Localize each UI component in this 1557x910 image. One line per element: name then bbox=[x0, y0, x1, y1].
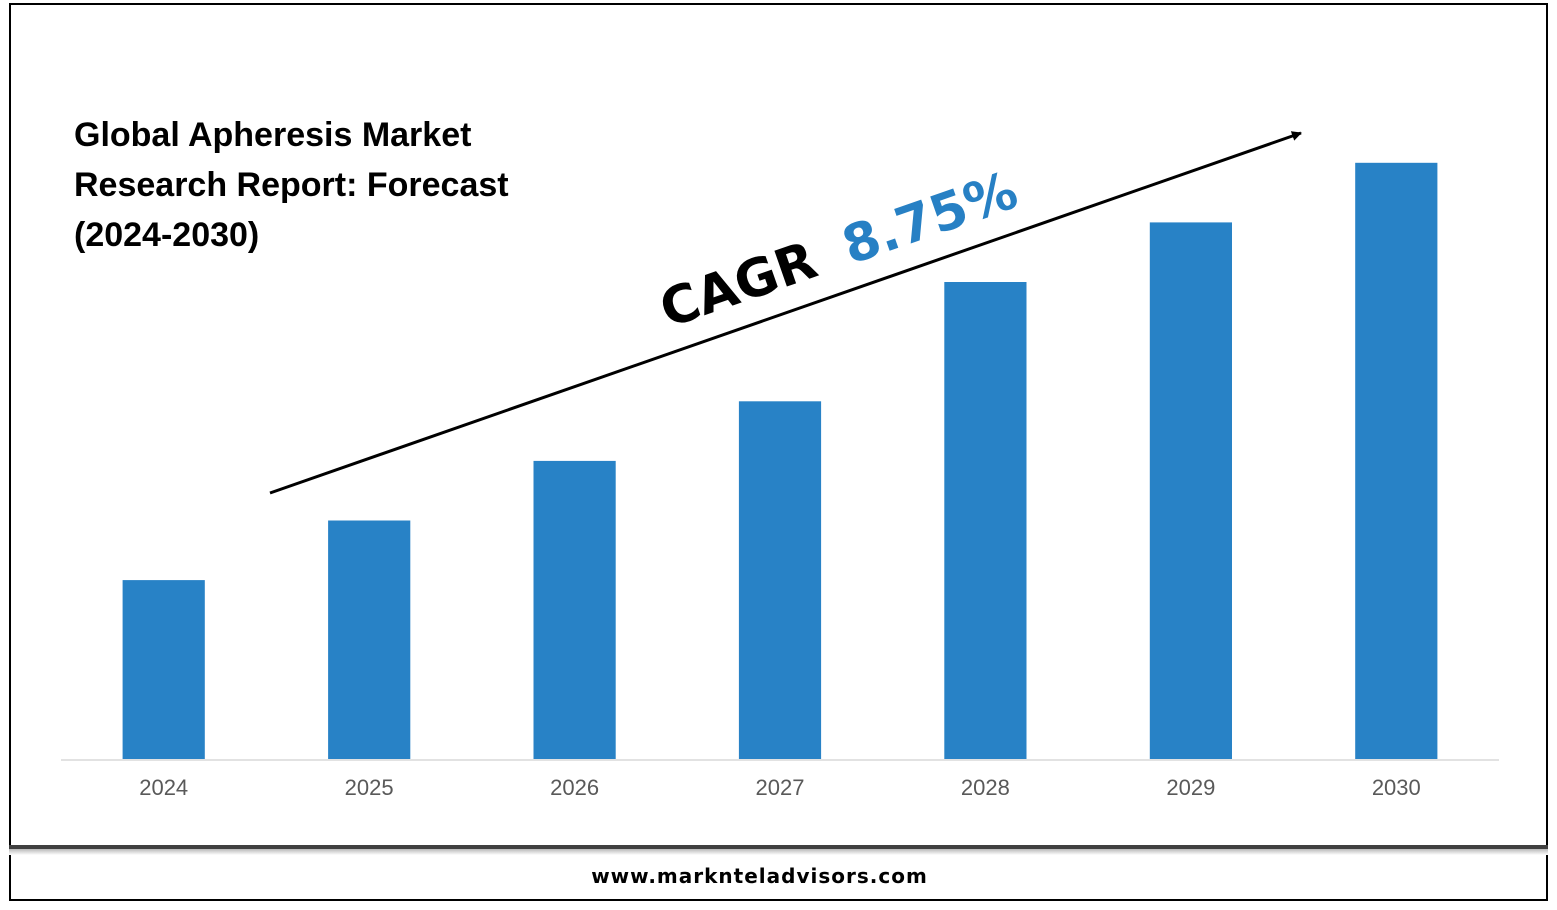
bar-2028 bbox=[944, 282, 1027, 759]
cagr-value: 8.75% bbox=[835, 161, 1025, 277]
bar-2025 bbox=[328, 520, 411, 759]
bar-2029 bbox=[1149, 222, 1232, 759]
footer-divider bbox=[9, 845, 1548, 849]
x-tick-labels: 2024 2025 2026 2027 2028 2029 2030 bbox=[139, 775, 1421, 800]
x-tick-label-2025: 2025 bbox=[345, 775, 394, 800]
chart-title-line-3: (2024-2030) bbox=[74, 216, 260, 254]
bar-2030 bbox=[1355, 162, 1438, 760]
x-tick-label-2030: 2030 bbox=[1372, 775, 1421, 800]
bar-2027 bbox=[738, 401, 822, 759]
x-tick-label-2028: 2028 bbox=[961, 775, 1010, 800]
x-tick-label-2029: 2029 bbox=[1166, 775, 1215, 800]
x-tick-label-2027: 2027 bbox=[756, 775, 805, 800]
cagr-label: CAGR bbox=[653, 231, 825, 341]
x-tick-label-2024: 2024 bbox=[139, 775, 188, 800]
x-tick-label-2026: 2026 bbox=[550, 775, 599, 800]
trend-arrow bbox=[269, 131, 1302, 495]
bar-2024 bbox=[122, 580, 205, 759]
bars-group bbox=[122, 162, 1438, 760]
chart-title-line-2: Research Report: Forecast bbox=[74, 166, 509, 204]
chart-title-line-1: Global Apheresis Market bbox=[74, 116, 472, 154]
chart-title: Global Apheresis Market Research Report:… bbox=[74, 110, 544, 260]
footer-divider-shadow bbox=[9, 849, 1548, 855]
bar-2026 bbox=[533, 460, 616, 759]
website-link[interactable]: www.marknteladvisors.com bbox=[591, 864, 928, 888]
